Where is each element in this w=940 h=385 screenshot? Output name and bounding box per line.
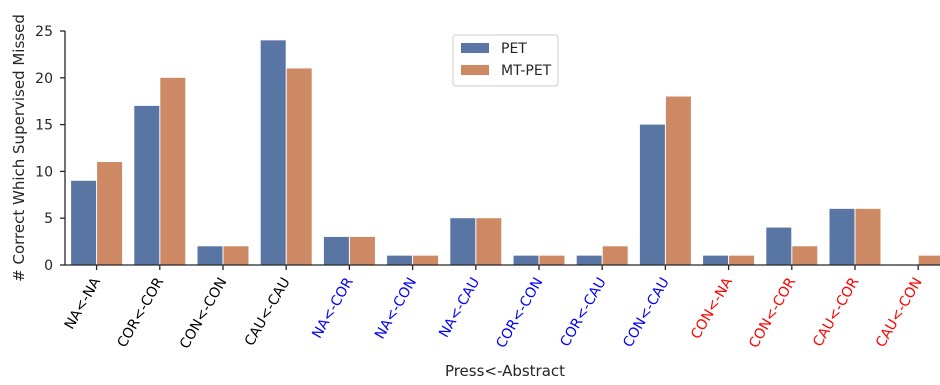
bar-pet-7 xyxy=(513,255,539,265)
y-tick-label: 25 xyxy=(35,24,53,40)
bar-mt-pet-13 xyxy=(918,255,940,265)
x-axis-title: Press<-Abstract xyxy=(445,362,565,380)
legend-label-pet: PET xyxy=(501,41,527,57)
x-tick-label: CAU<-CON xyxy=(873,275,926,350)
x-tick-label: NA<-CON xyxy=(372,275,420,342)
bar-mt-pet-7 xyxy=(539,255,565,265)
bar-mt-pet-12 xyxy=(855,208,881,265)
bar-mt-pet-3 xyxy=(286,68,312,265)
x-tick-label: NA<-NA xyxy=(62,275,105,333)
y-tick-label: 5 xyxy=(44,211,53,227)
y-tick-label: 20 xyxy=(35,71,53,87)
bar-mt-pet-11 xyxy=(792,246,818,265)
legend-swatch-pet xyxy=(461,43,489,53)
bar-mt-pet-4 xyxy=(349,236,375,265)
x-tick-label: CON<-NA xyxy=(688,275,736,342)
bar-mt-pet-5 xyxy=(413,255,439,265)
bar-mt-pet-2 xyxy=(223,246,249,265)
bar-pet-5 xyxy=(387,255,413,265)
bar-pet-11 xyxy=(766,227,792,265)
bar-pet-4 xyxy=(323,236,349,265)
bar-mt-pet-8 xyxy=(602,246,628,265)
legend-swatch-mt-pet xyxy=(461,65,489,75)
bar-pet-8 xyxy=(576,255,602,265)
bar-mt-pet-6 xyxy=(476,218,502,265)
bar-mt-pet-0 xyxy=(97,162,123,265)
y-tick-label: 0 xyxy=(44,258,53,274)
bar-mt-pet-1 xyxy=(160,77,186,265)
bar-mt-pet-9 xyxy=(665,96,691,266)
x-tick-label: NA<-COR xyxy=(309,275,357,342)
y-axis-title: # Correct Which Supervised Missed xyxy=(10,14,28,282)
bar-mt-pet-10 xyxy=(729,255,755,265)
bar-pet-10 xyxy=(703,255,729,265)
bar-pet-9 xyxy=(639,124,665,265)
x-tick-label: CON<-CAU xyxy=(620,275,673,350)
x-tick-label: CAU<-CAU xyxy=(242,275,294,349)
bars-group xyxy=(71,40,940,266)
x-axis: NA<-NA COR<-COR CON<-CON CAU<-CAU NA<-COR NA<… xyxy=(62,264,940,352)
bar-pet-1 xyxy=(134,105,160,265)
x-tick-label: CON<-CON xyxy=(177,275,231,352)
legend: PET MT-PET xyxy=(452,34,559,87)
bar-pet-12 xyxy=(829,208,855,265)
x-tick-label: COR<-COR xyxy=(114,275,167,351)
y-tick-label: 10 xyxy=(35,164,53,180)
x-tick-label: COR<-CON xyxy=(493,275,546,351)
x-tick-label: CON<-COR xyxy=(746,275,799,351)
bar-pet-3 xyxy=(260,40,286,265)
x-tick-label: COR<-CAU xyxy=(557,275,609,350)
y-axis: 0 5 10 15 20 25 xyxy=(35,24,66,274)
x-tick-label: CAU<-COR xyxy=(810,275,862,350)
bar-pet-6 xyxy=(450,218,476,265)
bar-pet-0 xyxy=(71,180,97,265)
bar-pet-2 xyxy=(197,246,223,265)
x-tick-label: NA<-CAU xyxy=(436,275,483,341)
y-tick-label: 15 xyxy=(35,118,53,134)
legend-label-mt-pet: MT-PET xyxy=(501,63,552,79)
